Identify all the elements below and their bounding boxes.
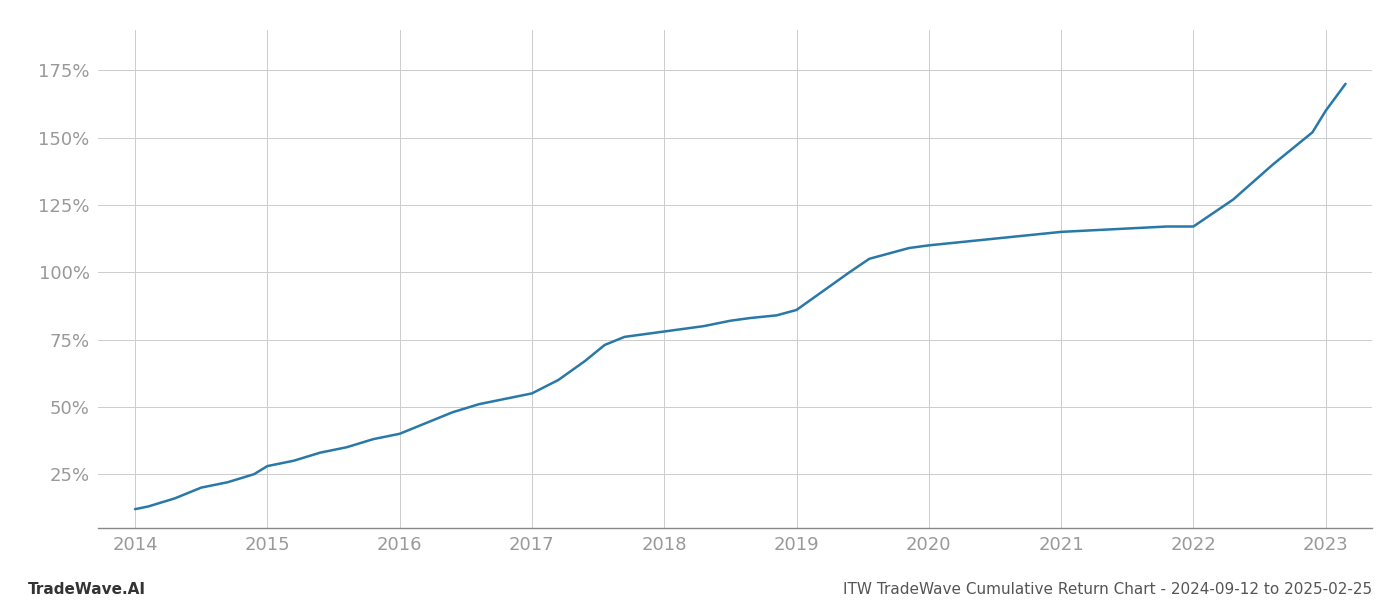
Text: TradeWave.AI: TradeWave.AI [28, 582, 146, 597]
Text: ITW TradeWave Cumulative Return Chart - 2024-09-12 to 2025-02-25: ITW TradeWave Cumulative Return Chart - … [843, 582, 1372, 597]
